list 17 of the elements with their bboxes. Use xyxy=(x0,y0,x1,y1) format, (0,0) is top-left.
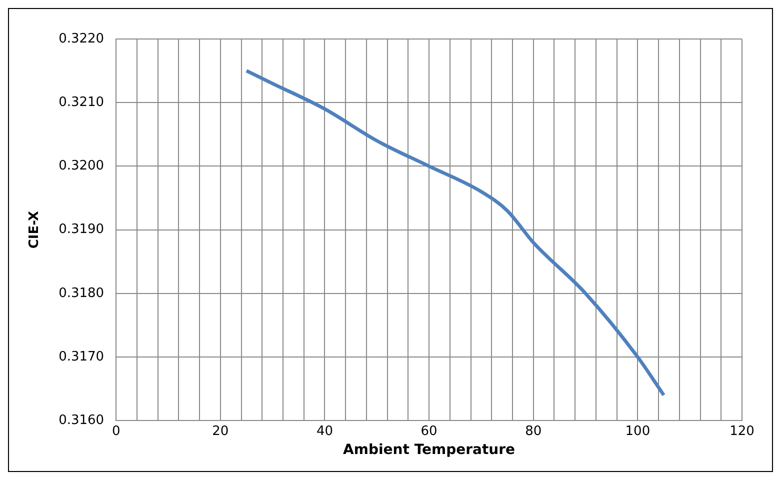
y-tick-label: 0.3190 xyxy=(58,222,104,238)
y-tick-label: 0.3210 xyxy=(58,94,104,110)
x-axis-title: Ambient Temperature xyxy=(343,442,516,458)
y-tick-label: 0.3180 xyxy=(58,286,104,301)
x-tick-label: 120 xyxy=(730,424,754,439)
y-tick-label: 0.3220 xyxy=(58,31,104,46)
x-tick-label: 100 xyxy=(625,424,650,439)
y-tick-label: 0.3200 xyxy=(58,158,104,174)
x-tick-label: 80 xyxy=(525,424,542,439)
x-tick-label: 20 xyxy=(212,424,229,439)
line-series xyxy=(244,69,666,397)
y-tick-label: 0.3170 xyxy=(58,349,104,364)
x-tick-label: 40 xyxy=(316,424,333,439)
x-tick-label: 0 xyxy=(112,424,120,439)
y-tick-label: 0.3160 xyxy=(58,412,104,428)
y-axis-title: CIE-X xyxy=(27,210,42,249)
x-tick-label: 60 xyxy=(420,424,438,439)
